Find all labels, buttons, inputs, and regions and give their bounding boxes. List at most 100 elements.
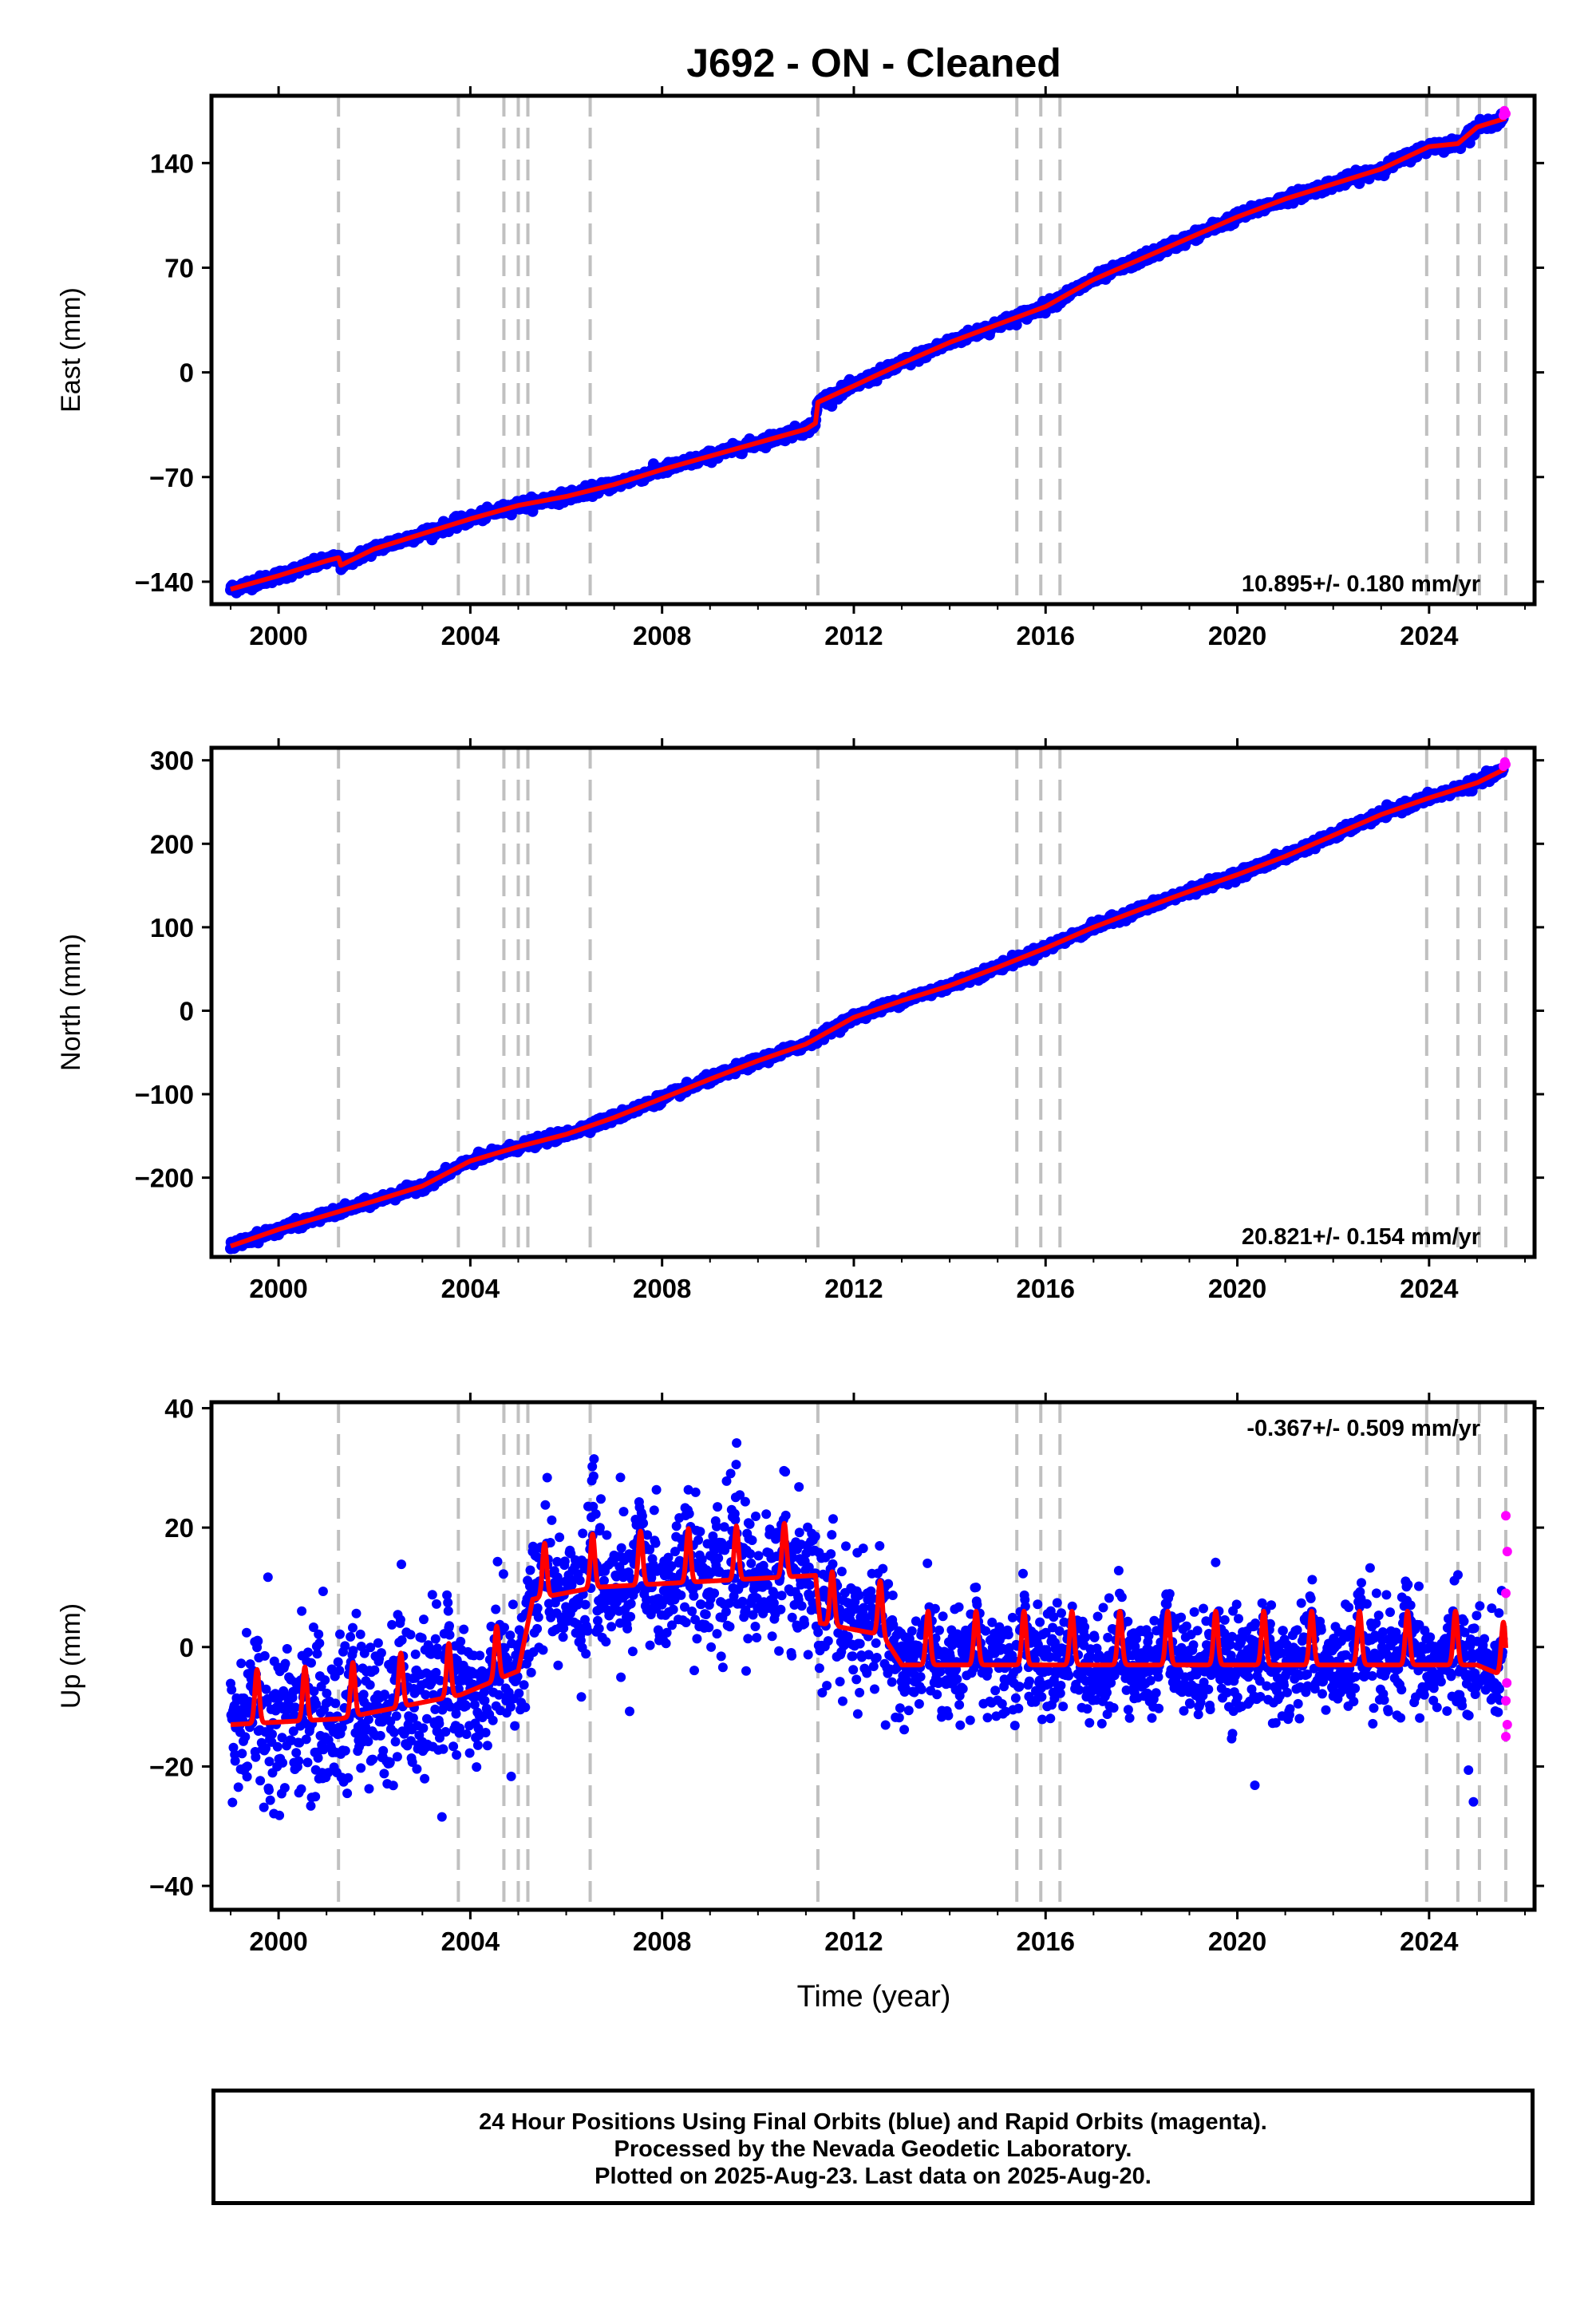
final-orbit-point: [275, 1810, 285, 1820]
final-orbit-point: [294, 1756, 304, 1766]
final-orbit-point: [314, 1629, 324, 1639]
final-orbit-point: [267, 1729, 277, 1739]
y-tick-label: 70: [164, 253, 194, 283]
final-orbit-point: [291, 1748, 302, 1758]
final-orbit-point: [342, 1788, 353, 1799]
model-line-north: [230, 766, 1507, 1249]
final-orbit-point: [297, 1606, 307, 1616]
final-orbit-point: [227, 1797, 238, 1808]
final-orbit-point: [376, 1648, 386, 1658]
final-orbit-point: [310, 1792, 321, 1802]
final-orbit-point: [306, 1658, 316, 1668]
plot-area-north: [225, 748, 1511, 1257]
final-orbit-point: [259, 1650, 270, 1661]
y-axis-label: East (mm): [56, 287, 86, 413]
final-orbit-point: [312, 1649, 322, 1659]
final-orbit-point: [378, 1745, 389, 1756]
x-tick-label: 2020: [1208, 621, 1266, 650]
plot-area-up: [226, 1402, 1512, 1910]
rapid-orbit-point: [1501, 759, 1511, 769]
final-orbit-point: [243, 1761, 253, 1772]
final-orbit-point: [242, 1627, 251, 1638]
x-tick-label: 2004: [441, 621, 500, 650]
final-orbit-point: [387, 1619, 397, 1630]
plot-area-east: [225, 96, 1511, 604]
final-orbit-point: [259, 1802, 269, 1812]
y-tick-label: −70: [149, 463, 194, 492]
final-orbit-point: [379, 1690, 389, 1700]
final-orbit-point: [251, 1752, 261, 1762]
final-orbit-point: [309, 1686, 319, 1697]
final-orbit-point: [301, 1734, 311, 1745]
rate-label-east: 10.895+/- 0.180 mm/yr: [1242, 571, 1480, 597]
final-orbit-point: [358, 1690, 369, 1700]
y-tick-label: −200: [135, 1164, 194, 1193]
final-orbit-point: [388, 1780, 398, 1791]
final-orbit-point: [233, 1782, 243, 1792]
final-orbit-point: [348, 1646, 358, 1656]
x-tick-label: 2016: [1017, 621, 1075, 650]
x-tick-label: 2024: [1400, 621, 1459, 650]
x-tick-label: 2008: [633, 1274, 691, 1303]
final-orbit-point: [263, 1572, 273, 1583]
final-orbit-point: [265, 1795, 275, 1805]
final-orbit-point: [288, 1726, 298, 1737]
final-orbit-point: [397, 1559, 406, 1570]
final-orbit-point: [322, 1688, 332, 1698]
final-orbit-point: [351, 1608, 361, 1618]
final-orbit-point: [340, 1745, 350, 1756]
final-orbit-point: [389, 1727, 399, 1737]
final-orbit-point: [308, 1622, 318, 1632]
final-orbit-point: [311, 1699, 322, 1709]
final-orbit-point: [340, 1641, 350, 1651]
final-orbit-point: [1010, 319, 1022, 331]
final-orbit-point: [264, 1757, 275, 1767]
final-orbit-point: [296, 1784, 306, 1794]
final-orbit-point: [277, 1733, 287, 1743]
final-orbit-point: [261, 1684, 271, 1694]
final-orbit-point: [253, 1636, 263, 1646]
final-orbit-point: [242, 1772, 252, 1782]
x-tick-label: 2008: [633, 621, 691, 650]
final-orbit-point: [334, 1666, 345, 1676]
final-orbit-point: [306, 1800, 316, 1811]
y-tick-label: 100: [150, 913, 194, 943]
final-orbit-point: [337, 1722, 347, 1733]
model-line-east: [230, 116, 1507, 592]
final-orbit-point: [379, 1769, 389, 1779]
final-orbit-point: [365, 1680, 375, 1690]
final-orbit-point: [397, 1635, 407, 1646]
final-orbit-point: [303, 1647, 313, 1658]
y-axis-label: North (mm): [56, 934, 86, 1071]
final-orbit-point: [363, 1714, 373, 1725]
final-orbit-point: [369, 1665, 380, 1675]
rapid-orbit-points-east: [1499, 105, 1511, 121]
final-orbit-point: [356, 1763, 366, 1773]
final-orbit-point: [390, 1737, 401, 1747]
final-orbit-point: [392, 1752, 402, 1762]
y-tick-label: 0: [180, 358, 194, 388]
x-tick-label: 2000: [249, 621, 307, 650]
figure-title: J692 - ON - Cleaned: [686, 41, 1061, 85]
final-orbit-point: [375, 1730, 385, 1741]
final-orbit-point: [272, 1741, 282, 1752]
final-orbit-point: [373, 1638, 383, 1648]
final-orbit-point: [330, 1698, 341, 1709]
final-orbit-point: [290, 1702, 301, 1713]
y-tick-label: 200: [150, 829, 194, 859]
final-orbit-point: [282, 1644, 292, 1654]
final-orbit-point: [348, 1622, 358, 1633]
final-orbit-point: [363, 1737, 373, 1747]
final-orbit-point: [343, 1773, 354, 1783]
plot-frame-east: [209, 93, 1537, 607]
final-orbit-point: [318, 1587, 328, 1596]
final-orbit-point: [237, 1749, 247, 1759]
final-orbit-point: [372, 1701, 382, 1711]
y-tick-label: 140: [150, 148, 194, 178]
final-orbit-point: [364, 1784, 374, 1794]
final-orbit-point: [230, 1756, 240, 1766]
final-orbit-point: [320, 1675, 330, 1686]
final-orbit-point: [280, 1658, 290, 1669]
